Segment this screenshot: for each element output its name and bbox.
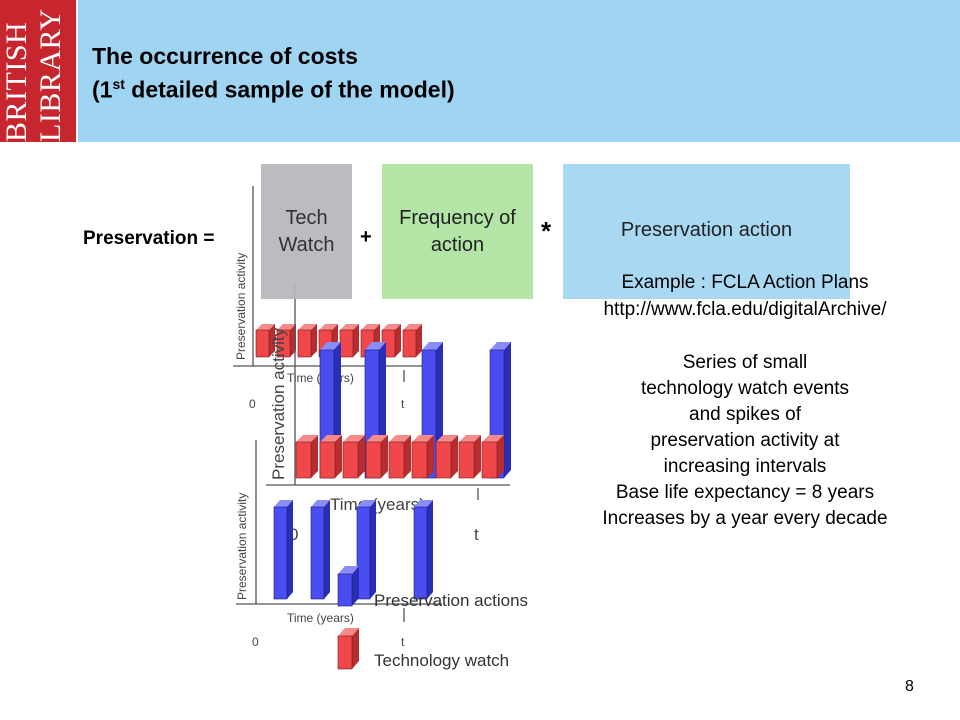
plus-operator: + xyxy=(360,226,372,248)
bottom-action-bar xyxy=(310,500,330,600)
tech-watch-box: Tech Watch xyxy=(261,164,352,299)
legend-actions-swatch xyxy=(337,566,359,607)
chart-bottom-ylabel: Preservation activity xyxy=(235,493,249,600)
bottom-action-bar xyxy=(413,500,433,600)
formula-lhs: Preservation = xyxy=(83,228,215,249)
chart-bottom-origin: 0 xyxy=(252,635,259,649)
mid-watch-bar xyxy=(435,435,458,479)
chart-back-t: t xyxy=(401,397,405,411)
tech-watch-label: Tech Watch xyxy=(278,206,335,256)
mid-watch-bar xyxy=(458,435,481,479)
bottom-action-bar xyxy=(356,500,376,600)
page-title: The occurrence of costs (1st detailed sa… xyxy=(92,42,455,104)
desc-line: and spikes of xyxy=(689,404,801,425)
desc-line: Increases by a year every decade xyxy=(602,508,888,529)
back-watch-bar xyxy=(402,324,422,358)
chart-bottom-action-bars xyxy=(273,500,433,600)
example-url: http://www.fcla.edu/digitalArchive/ xyxy=(603,299,887,320)
desc-line: preservation activity at xyxy=(650,430,840,451)
title-line-1: The occurrence of costs xyxy=(92,43,358,69)
legend-watch-label: Technology watch xyxy=(374,651,509,670)
description-text: Series of small technology watch events … xyxy=(555,350,935,532)
times-operator: * xyxy=(541,216,552,246)
desc-line: Base life expectancy = 8 years xyxy=(615,482,875,503)
mid-watch-bar xyxy=(411,435,434,479)
chart-bottom-t: t xyxy=(401,635,405,649)
header-banner xyxy=(0,0,960,142)
mid-watch-bar xyxy=(319,435,342,479)
example-line-1: Example : FCLA Action Plans xyxy=(621,272,869,293)
title-sup: st xyxy=(112,76,125,92)
mid-watch-bar xyxy=(481,435,504,479)
chart-back-ylabel: Preservation activity xyxy=(234,253,248,360)
chart-mid-origin: 0 xyxy=(289,525,298,544)
chart-bottom-xlabel: Time (years) xyxy=(287,611,354,625)
chart-mid-watch-bars xyxy=(295,435,504,479)
preservation-action-label: Preservation action xyxy=(620,219,793,241)
mid-watch-bar xyxy=(388,435,411,479)
page-number: 8 xyxy=(905,678,914,695)
back-watch-bar xyxy=(339,324,359,358)
mid-watch-bar xyxy=(295,435,318,479)
mid-watch-bar xyxy=(342,435,365,479)
chart-mid-axes xyxy=(266,285,510,500)
frequency-box: Frequency of action xyxy=(382,164,533,299)
example-text: Example : FCLA Action Plans http://www.f… xyxy=(555,270,935,323)
chart-mid-t: t xyxy=(474,525,479,544)
legend-actions-label: Preservation actions xyxy=(374,591,528,610)
logo-divider xyxy=(76,0,78,142)
legend-watch-swatch xyxy=(337,628,359,670)
desc-line: increasing intervals xyxy=(663,456,827,477)
desc-line: technology watch events xyxy=(640,378,850,399)
desc-line: Series of small xyxy=(682,352,808,373)
british-library-logo: BRITISH LIBRARY xyxy=(0,0,76,142)
bottom-action-bar xyxy=(273,500,293,600)
chart-mid-ylabel: Preservation activity xyxy=(269,327,288,480)
back-watch-bar xyxy=(255,324,275,358)
chart-mid-xlabel: Time (years) xyxy=(330,495,425,514)
preservation-action-box: Preservation action xyxy=(563,164,850,299)
title-line-2: (1st detailed sample of the model) xyxy=(92,70,455,104)
chart-back-origin: 0 xyxy=(249,397,256,411)
title-pre: (1 xyxy=(92,76,113,103)
title-post: detailed sample of the model) xyxy=(124,76,455,103)
mid-watch-bar xyxy=(365,435,388,479)
frequency-label: Frequency of action xyxy=(399,206,516,256)
back-watch-bar xyxy=(297,324,317,358)
